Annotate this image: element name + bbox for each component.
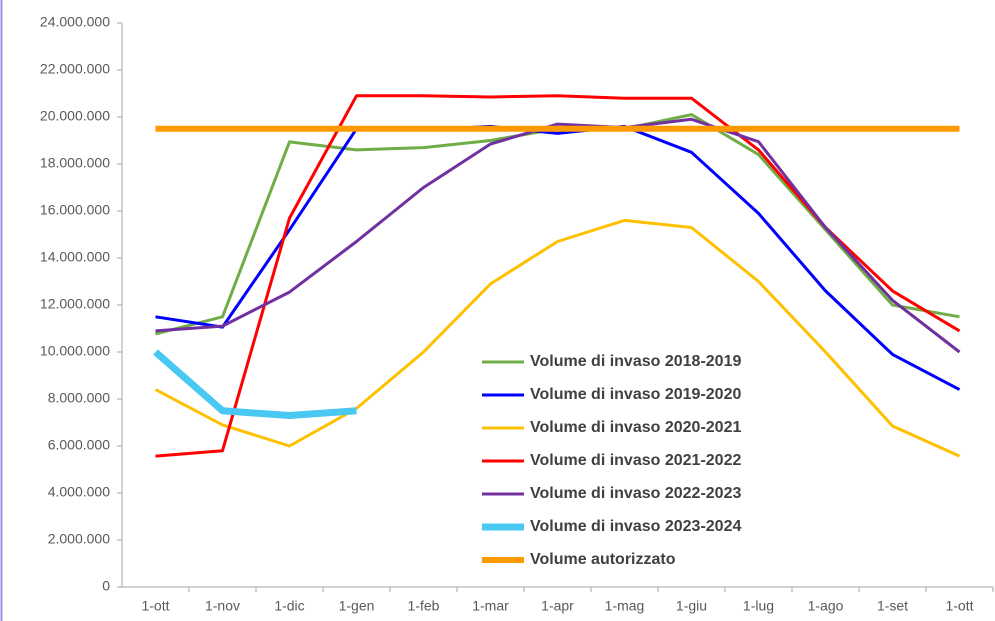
legend-label: Volume di invaso 2019-2020 [530, 386, 741, 403]
legend-label: Volume di invaso 2022-2023 [530, 485, 741, 502]
legend-label: Volume di invaso 2023-2024 [530, 518, 741, 535]
x-tick-label: 1-apr [541, 598, 574, 614]
y-tick-label: 22.000.000 [40, 61, 110, 77]
legend-label: Volume di invaso 2018-2019 [530, 353, 741, 370]
legend-label: Volume di invaso 2021-2022 [530, 452, 741, 469]
series-line [155, 124, 961, 391]
x-tick-label: 1-feb [408, 598, 440, 614]
y-tick-label: 16.000.000 [40, 202, 110, 218]
x-tick-label: 1-ott [141, 598, 169, 614]
x-tick-label: 1-lug [743, 598, 774, 614]
y-tick-label: 10.000.000 [40, 343, 110, 359]
y-tick-label: 6.000.000 [48, 437, 110, 453]
series-line [154, 218, 961, 458]
y-tick-label: 20.000.000 [40, 108, 110, 124]
series-line [155, 117, 961, 354]
legend-label: Volume di invaso 2020-2021 [530, 419, 741, 436]
y-tick-label: 2.000.000 [48, 531, 110, 547]
y-tick-label: 0 [102, 578, 110, 594]
x-tick-label: 1-gen [339, 598, 375, 614]
x-tick-label: 1-nov [205, 598, 240, 614]
y-tick-label: 8.000.000 [48, 390, 110, 406]
x-tick-label: 1-mag [605, 598, 645, 614]
legend-label: Volume autorizzato [530, 551, 676, 568]
x-tick-label: 1-giu [676, 598, 707, 614]
x-tick-label: 1-mar [472, 598, 509, 614]
x-tick-label: 1-ago [808, 598, 844, 614]
x-tick-label: 1-ott [945, 598, 973, 614]
x-tick-label: 1-set [877, 598, 908, 614]
x-tick-label: 1-dic [274, 598, 304, 614]
y-tick-label: 14.000.000 [40, 249, 110, 265]
y-tick-label: 4.000.000 [48, 484, 110, 500]
y-tick-label: 12.000.000 [40, 296, 110, 312]
series-line [153, 349, 357, 419]
y-tick-label: 18.000.000 [40, 155, 110, 171]
y-tick-label: 24.000.000 [40, 14, 110, 30]
